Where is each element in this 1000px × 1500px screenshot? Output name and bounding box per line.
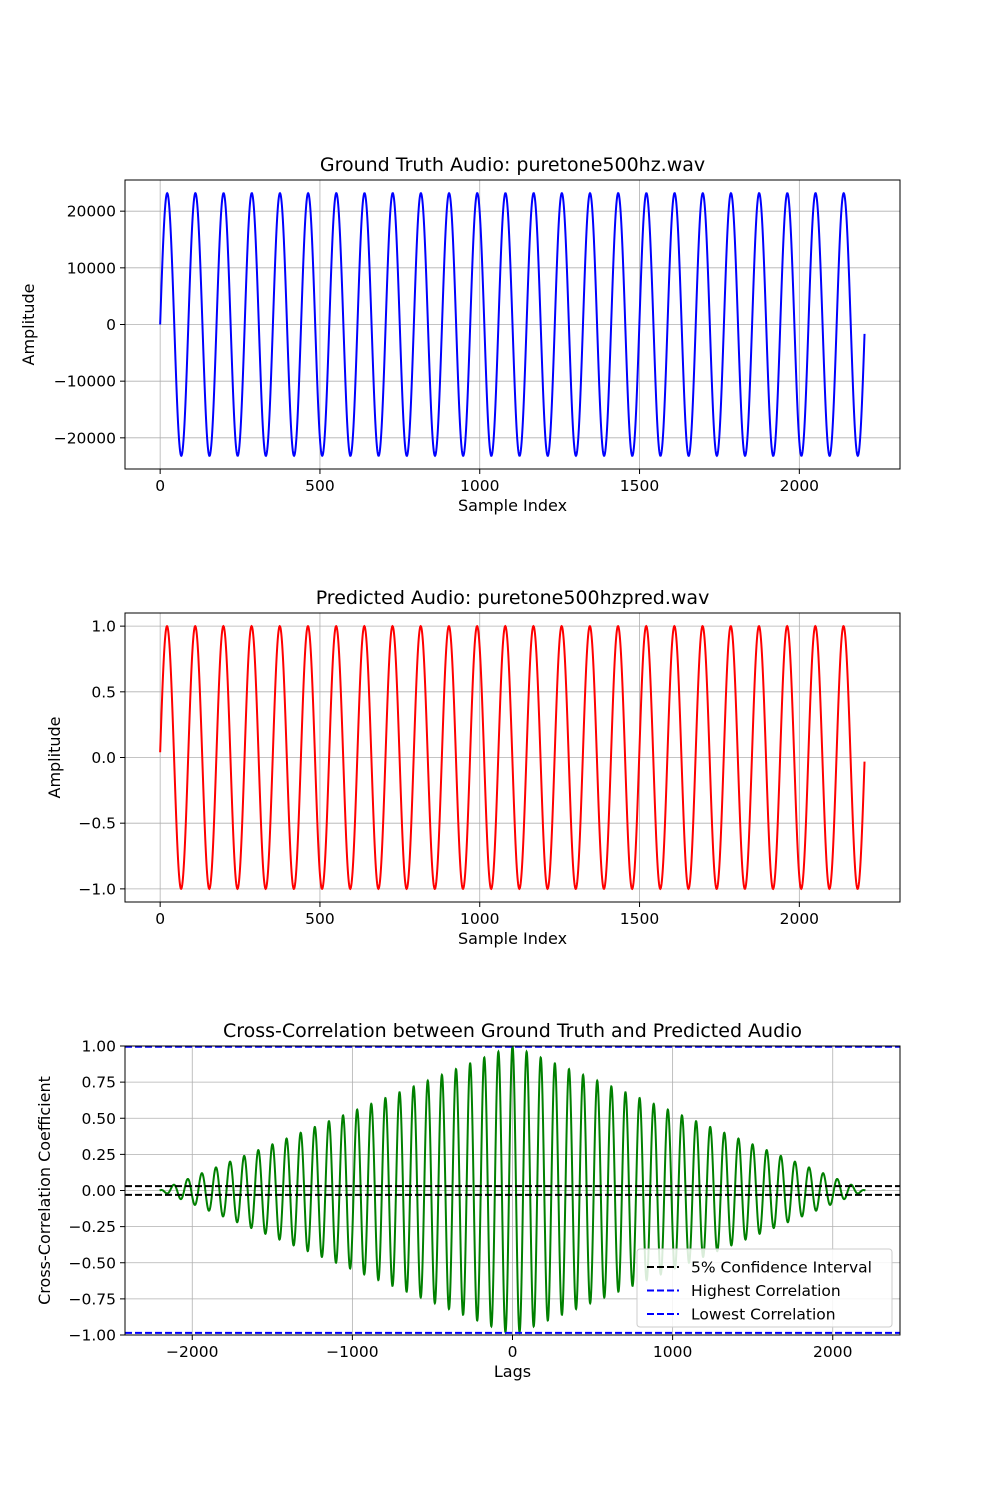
- y-tick-label: 0: [106, 316, 116, 334]
- subplot-cross-correlation: −2000 −1000 0 1000 2000 −1.00 −0.75 −0.50 −0.25 0…: [35, 1020, 901, 1381]
- y-tick-label: −1.0: [78, 880, 116, 898]
- chart-title: Ground Truth Audio: puretone500hz.wav: [320, 154, 705, 176]
- x-axis-label: Sample Index: [458, 929, 567, 948]
- y-tick-label: −0.50: [69, 1254, 117, 1272]
- subplot-predicted: 0 500 1000 1500 2000 −1.0 −0.5 0.0 0.5 1.0 Predict…: [45, 587, 901, 948]
- x-tick-label: 2000: [780, 477, 819, 495]
- y-tick-label: −20000: [54, 429, 116, 447]
- legend-entry: Highest Correlation: [691, 1282, 841, 1300]
- y-tick-label: 0.5: [91, 683, 116, 701]
- legend-entry: Lowest Correlation: [691, 1306, 836, 1324]
- y-tick-label: 10000: [67, 259, 116, 277]
- y-axis-label: Cross-Correlation Coefficient: [35, 1076, 54, 1305]
- y-tick-label: −0.25: [69, 1218, 117, 1236]
- x-tick-label: 1000: [653, 1343, 692, 1361]
- x-tick-label: 1000: [460, 477, 499, 495]
- x-tick-label: 0: [155, 477, 165, 495]
- x-tick-label: 500: [305, 910, 335, 928]
- y-tick-label: 0.25: [81, 1146, 116, 1164]
- x-tick-label: 2000: [780, 910, 819, 928]
- legend-entry: 5% Confidence Interval: [691, 1259, 872, 1277]
- series-line: [159, 1046, 866, 1335]
- x-tick-label: 2000: [813, 1343, 852, 1361]
- subplot-ground-truth: 0 500 1000 1500 2000 −20000 −10000 0 10000 20000 G…: [19, 154, 901, 515]
- x-tick-label: 0: [508, 1343, 518, 1361]
- y-tick-label: −1.00: [69, 1327, 117, 1345]
- y-axis-label: Amplitude: [19, 284, 38, 366]
- y-tick-label: −0.5: [78, 815, 116, 833]
- series-line: [159, 191, 866, 458]
- y-tick-label: −10000: [54, 373, 116, 391]
- x-tick-label: 1500: [620, 477, 659, 495]
- x-axis-label: Lags: [494, 1362, 531, 1381]
- y-tick-label: 0.50: [81, 1110, 116, 1128]
- y-tick-label: 1.0: [91, 618, 116, 636]
- x-axis-label: Sample Index: [458, 496, 567, 515]
- chart-title: Cross-Correlation between Ground Truth a…: [223, 1020, 802, 1042]
- y-tick-label: 1.00: [81, 1038, 116, 1056]
- y-tick-label: 0.00: [81, 1182, 116, 1200]
- legend: 5% Confidence Interval Highest Correlatio…: [636, 1248, 893, 1328]
- x-tick-label: 0: [155, 910, 165, 928]
- x-tick-label: 500: [305, 477, 335, 495]
- x-tick-label: −2000: [166, 1343, 218, 1361]
- y-tick-label: 0.75: [81, 1074, 116, 1092]
- y-tick-label: 0.0: [91, 749, 116, 767]
- x-tick-label: 1500: [620, 910, 659, 928]
- series-line: [159, 624, 866, 891]
- y-tick-label: 20000: [67, 203, 116, 221]
- y-tick-label: −0.75: [69, 1290, 117, 1308]
- y-axis-label: Amplitude: [45, 717, 64, 799]
- x-tick-label: 1000: [460, 910, 499, 928]
- chart-title: Predicted Audio: puretone500hzpred.wav: [316, 587, 710, 609]
- x-tick-label: −1000: [326, 1343, 378, 1361]
